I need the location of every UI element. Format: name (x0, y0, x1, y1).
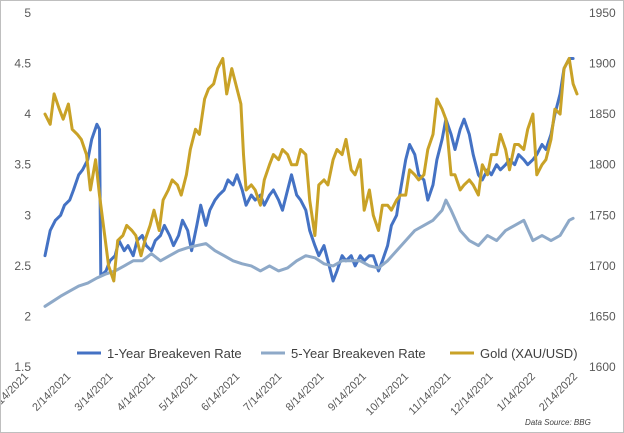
left-tick-label: 3.5 (14, 158, 31, 172)
legend-label: 5-Year Breakeven Rate (291, 346, 426, 361)
x-tick-label: 1/14/2021 (1, 371, 31, 414)
x-tick-label: 9/14/2021 (326, 371, 369, 414)
x-tick-label: 2/14/2021 (30, 371, 73, 414)
left-tick-label: 4.5 (14, 57, 31, 71)
x-tick-label: 1/14/2022 (495, 371, 538, 414)
source-note: Data Source: BBG (525, 418, 591, 427)
right-tick-label: 1650 (589, 309, 616, 323)
left-axis-ticks: 1.5 2 2.5 3 3.5 4 4.5 5 (14, 6, 31, 374)
right-tick-label: 1750 (589, 208, 616, 222)
series-line-1-year-breakeven-rate (43, 57, 575, 283)
series-lines (43, 57, 579, 308)
left-tick-label: 4 (24, 107, 31, 121)
x-tick-label: 12/14/2021 (448, 371, 495, 418)
x-axis-ticks: 1/14/2021 2/14/2021 3/14/2021 4/14/2021 5/14… (1, 371, 580, 418)
x-tick-label: 10/14/2021 (364, 371, 411, 418)
right-tick-label: 1700 (589, 259, 616, 273)
left-tick-label: 2.5 (14, 259, 31, 273)
legend-label: 1-Year Breakeven Rate (107, 346, 242, 361)
series-line-gold-xau-usd (43, 57, 579, 283)
right-tick-label: 1600 (589, 360, 616, 374)
left-tick-label: 5 (24, 6, 31, 20)
right-tick-label: 1800 (589, 158, 616, 172)
left-tick-label: 3 (24, 208, 31, 222)
x-tick-label: 5/14/2021 (157, 371, 200, 414)
x-tick-label: 3/14/2021 (72, 371, 115, 414)
right-axis-ticks: 1600 1650 1700 1750 1800 1850 1900 1950 (589, 6, 616, 374)
x-tick-label: 8/14/2021 (284, 371, 327, 414)
x-tick-label: 6/14/2021 (199, 371, 242, 414)
x-tick-label: 11/14/2021 (407, 371, 454, 418)
right-tick-label: 1950 (589, 6, 616, 20)
left-tick-label: 1.5 (14, 360, 31, 374)
series-line-5-year-breakeven-rate (43, 198, 575, 308)
legend: 1-Year Breakeven Rate 5-Year Breakeven Ra… (77, 346, 578, 361)
right-tick-label: 1850 (589, 107, 616, 121)
right-tick-label: 1900 (589, 57, 616, 71)
x-tick-label: 4/14/2021 (115, 371, 158, 414)
x-tick-label: 2/14/2022 (537, 371, 580, 414)
x-tick-label: 7/14/2021 (241, 371, 284, 414)
legend-label: Gold (XAU/USD) (480, 346, 578, 361)
left-tick-label: 2 (24, 309, 31, 323)
